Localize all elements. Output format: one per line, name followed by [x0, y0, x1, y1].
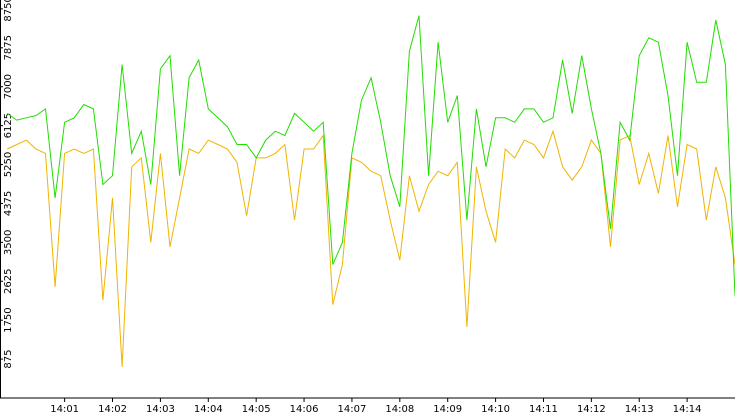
- x-tick-label: 14:06: [290, 404, 319, 415]
- x-tick-label: 14:10: [481, 404, 510, 415]
- y-tick-label: 7000: [3, 74, 14, 99]
- y-tick-label: 2625: [3, 269, 14, 294]
- x-tick-label: 14:14: [673, 404, 702, 415]
- x-tick-label: 14:08: [385, 404, 414, 415]
- y-tick-label: 875: [3, 350, 14, 369]
- series-line: [6, 129, 735, 367]
- x-tick-label: 14:07: [338, 404, 367, 415]
- x-tick-label: 14:12: [577, 404, 606, 415]
- y-tick-label: 5250: [3, 152, 14, 177]
- x-tick-label: 14:11: [529, 404, 558, 415]
- x-tick-label: 14:05: [242, 404, 271, 415]
- x-tick-label: 14:02: [98, 404, 127, 415]
- x-tick-label: 14:13: [625, 404, 654, 415]
- y-tick-label: 3500: [3, 230, 14, 255]
- y-tick-label: 8750: [3, 0, 14, 22]
- y-tick-label: 7875: [3, 35, 14, 60]
- x-tick-label: 14:04: [194, 404, 223, 415]
- x-tick-label: 14:09: [433, 404, 462, 415]
- y-tick-label: 6125: [3, 113, 14, 138]
- x-tick-label: 14:03: [146, 404, 175, 415]
- series-line: [6, 15, 735, 296]
- y-tick-label: 1750: [3, 307, 14, 332]
- y-tick-label: 4375: [3, 191, 14, 216]
- x-tick-label: 14:01: [50, 404, 79, 415]
